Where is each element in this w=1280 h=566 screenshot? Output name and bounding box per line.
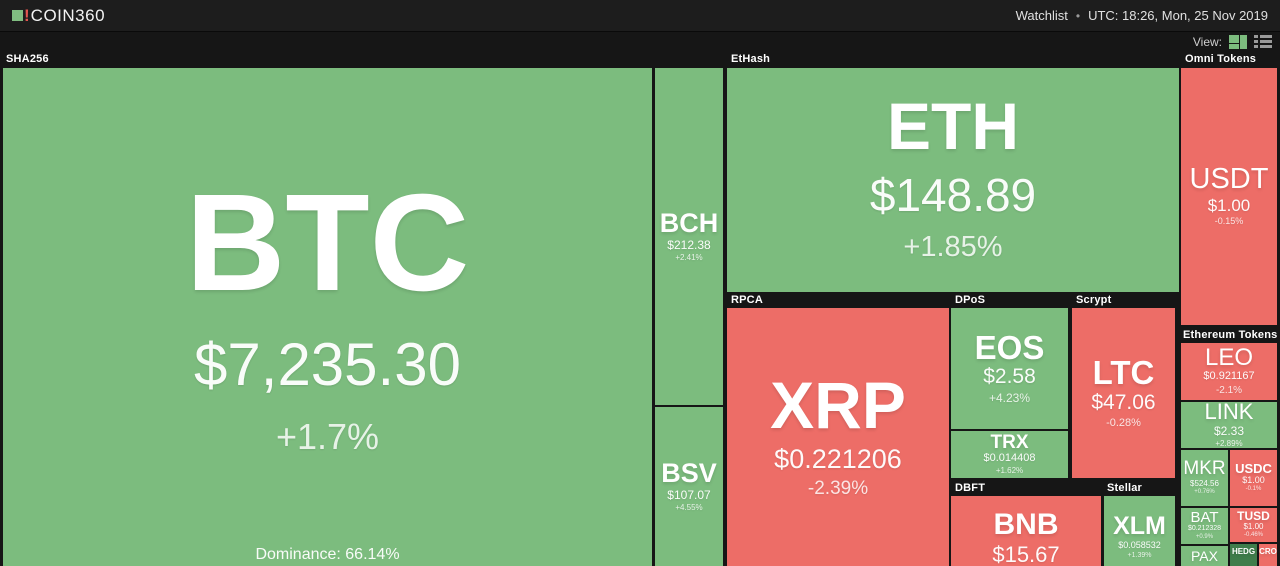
tile-usdc[interactable]: USDC $1.00 -0.1% [1230, 450, 1277, 506]
coin-change: -2.1% [1215, 385, 1243, 397]
coin-price: $148.89 [869, 168, 1037, 221]
coin-price: $1.00 [1207, 195, 1251, 215]
coin-price: $0.921167 [1203, 370, 1255, 383]
coin-price: $0.014408 [983, 452, 1036, 465]
tile-eth[interactable]: ETH $148.89 +1.85% [727, 68, 1179, 292]
coin-change: -0.1% [1245, 486, 1262, 493]
coin-change: -0.46% [1243, 532, 1263, 539]
coin-change: +2.89% [1215, 438, 1243, 448]
logo-text: COIN360 [30, 5, 106, 25]
tile-cro[interactable]: CRO [1259, 544, 1277, 566]
tile-bch[interactable]: BCH $212.38 +2.41% [655, 68, 723, 405]
watchlist-link[interactable]: Watchlist [1015, 8, 1068, 23]
coin-symbol: TUSD [1237, 508, 1270, 523]
tile-ltc[interactable]: LTC $47.06 -0.28% [1072, 308, 1175, 478]
coin-price: $1.00 [1242, 475, 1265, 486]
coin-symbol: USDC [1235, 460, 1272, 476]
tile-btc[interactable]: BTC $7,235.30 +1.7% Dominance: 66.14% [3, 68, 652, 566]
coin-symbol: XLM [1113, 512, 1166, 540]
coin-symbol: BAT [1190, 509, 1219, 527]
tile-eos[interactable]: EOS $2.58 +4.23% [951, 308, 1068, 429]
coin-price: $107.07 [667, 487, 711, 502]
tile-bsv[interactable]: BSV $107.07 +4.55% [655, 407, 723, 566]
coin-symbol: HEDG [1231, 547, 1256, 556]
coin-change: +1.85% [903, 231, 1003, 264]
utc-datetime: UTC: 18:26, Mon, 25 Nov 2019 [1088, 8, 1268, 23]
coin-symbol: USDT [1189, 163, 1269, 196]
tile-pax[interactable]: PAX [1181, 546, 1228, 566]
coin-symbol: XRP [770, 368, 906, 443]
top-bar: ! COIN360 Watchlist • UTC: 18:26, Mon, 25… [0, 0, 1280, 32]
coin-price: $15.67 [992, 541, 1060, 566]
coin-symbol: LINK [1204, 402, 1254, 425]
tile-bat[interactable]: BAT $0.212328 +0.9% [1181, 508, 1228, 544]
btc-dominance: Dominance: 66.14% [255, 546, 400, 563]
coin-price: $1.00 [1243, 522, 1264, 532]
section-label-dpos: DPoS [955, 294, 986, 306]
coin-symbol: CRO [1259, 547, 1277, 556]
coin-symbol: TRX [990, 431, 1029, 453]
coin-symbol: LEO [1204, 343, 1254, 371]
coin-symbol: MKR [1183, 458, 1226, 480]
list-view-icon[interactable] [1254, 35, 1272, 49]
coin-symbol: EOS [974, 328, 1045, 366]
coin-symbol: BCH [659, 208, 719, 239]
coin-symbol: BNB [993, 508, 1059, 541]
coin-symbol: PAX [1191, 548, 1218, 564]
coin-symbol: LTC [1092, 353, 1155, 391]
view-switcher: View: [1193, 35, 1272, 49]
coin-change: +4.55% [675, 502, 703, 512]
tile-xrp[interactable]: XRP $0.221206 -2.39% [727, 308, 949, 566]
coin-change: -2.39% [807, 478, 869, 500]
coin-price: $7,235.30 [194, 331, 461, 399]
section-label-stellar: Stellar [1107, 482, 1143, 494]
coin-price: $0.058532 [1118, 539, 1161, 550]
section-label-scrypt: Scrypt [1076, 294, 1112, 306]
coin-price: $0.221206 [774, 444, 902, 475]
section-label-dbft: DBFT [955, 482, 986, 494]
logo-exclamation: ! [24, 5, 30, 25]
tile-tusd[interactable]: TUSD $1.00 -0.46% [1230, 508, 1277, 542]
coin-change: -0.15% [1214, 216, 1244, 227]
coin-change: +4.23% [988, 390, 1031, 405]
coin-price: $47.06 [1091, 390, 1156, 414]
section-label-omni: Omni Tokens [1185, 53, 1257, 65]
separator-dot: • [1075, 8, 1081, 23]
coin-change: +0.76% [1194, 488, 1215, 495]
coin-price: $524.56 [1190, 478, 1219, 488]
coin-price: $0.212328 [1187, 525, 1222, 533]
coin-price: $212.38 [667, 237, 711, 252]
treemap-view-icon[interactable] [1229, 35, 1247, 49]
coin360-logo[interactable]: ! COIN360 [12, 6, 105, 26]
tile-bnb[interactable]: BNB $15.67 -0.77% [951, 496, 1101, 566]
view-label: View: [1192, 35, 1222, 49]
section-label-ethash: EtHash [731, 53, 771, 65]
tile-xlm[interactable]: XLM $0.058532 +1.39% [1104, 496, 1175, 566]
tile-leo[interactable]: LEO $0.921167 -2.1% [1181, 343, 1277, 400]
tile-mkr[interactable]: MKR $524.56 +0.76% [1181, 450, 1228, 506]
coin-price: $2.33 [1213, 423, 1245, 438]
coin-change: +1.62% [995, 465, 1024, 475]
coin-change: +0.9% [1195, 534, 1214, 541]
logo-square-icon [12, 10, 23, 21]
section-label-ethereum-tokens: Ethereum Tokens [1183, 329, 1278, 341]
coin-symbol: BTC [185, 165, 470, 320]
coin-symbol: BSV [661, 458, 717, 489]
coin-change: +1.39% [1127, 551, 1152, 559]
tile-trx[interactable]: TRX $0.014408 +1.62% [951, 431, 1068, 478]
coin-change: +1.7% [275, 416, 380, 458]
tile-link[interactable]: LINK $2.33 +2.89% [1181, 402, 1277, 448]
tile-hedg[interactable]: HEDG [1230, 544, 1257, 566]
topbar-right: Watchlist • UTC: 18:26, Mon, 25 Nov 2019 [1016, 8, 1268, 23]
coin-change: +2.41% [675, 252, 703, 262]
coin-symbol: ETH [887, 89, 1019, 164]
coin-change: -0.28% [1106, 416, 1141, 429]
section-label-sha256: SHA256 [6, 53, 49, 65]
section-label-rpca: RPCA [731, 294, 763, 306]
coin-price: $2.58 [983, 365, 1036, 389]
tile-usdt[interactable]: USDT $1.00 -0.15% [1181, 68, 1277, 325]
